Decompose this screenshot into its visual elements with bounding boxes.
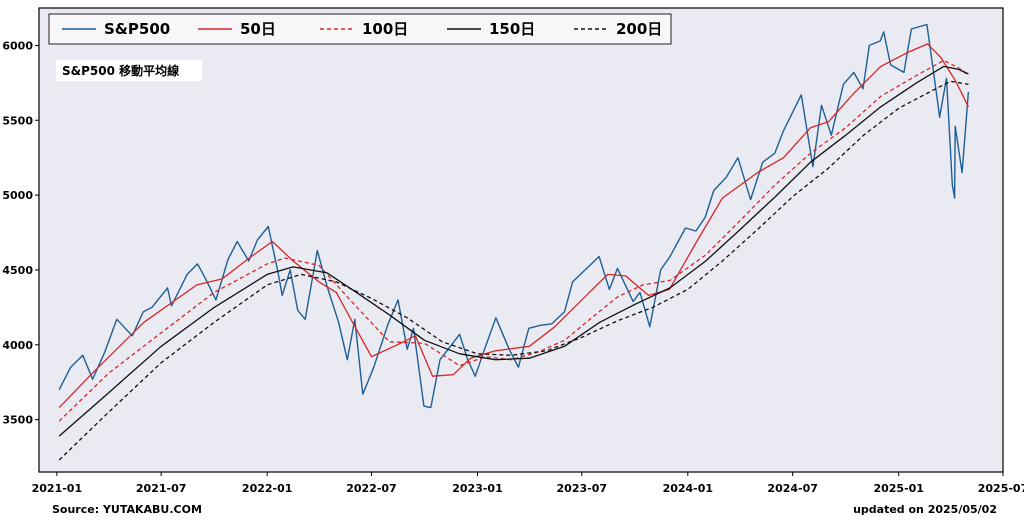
legend: S&P500 50日 100日 150日 200日 [48,13,672,45]
chart-title: S&P500 移動平均線 [62,63,179,78]
x-tick-label: 2023-01 [452,482,503,495]
legend-label-3: 150日 [489,20,535,38]
y-tick-label: 4500 [2,264,33,277]
source-label: Source: YUTAKABU.COM [52,503,202,516]
plot-area [38,7,1004,473]
y-tick-label: 5500 [2,114,33,127]
x-tick-label: 2024-07 [767,482,818,495]
x-tick-label: 2021-07 [136,482,187,495]
y-tick-label: 6000 [2,39,33,52]
legend-label-2: 100日 [362,20,408,38]
legend-label-4: 200日 [616,20,662,38]
y-axis: 3500 4000 4500 5000 5500 6000 [2,39,39,427]
series-line-2 [58,59,969,422]
series-layer [58,23,970,461]
x-axis: 2021-01 2021-07 2022-01 2022-07 2023-01 2023-… [32,472,1024,495]
legend-label-1: 50日 [240,20,276,38]
x-tick-label: 2025-01 [873,482,924,495]
y-tick-label: 3500 [2,414,33,427]
chart-title-background [56,60,202,81]
y-tick-label: 5000 [2,189,33,202]
series-line-4 [58,80,969,461]
series-line-1 [58,43,969,409]
x-tick-label: 2024-01 [663,482,714,495]
x-tick-label: 2022-07 [346,482,397,495]
x-tick-label: 2022-01 [242,482,293,495]
x-tick-label: 2023-07 [557,482,608,495]
legend-frame [48,13,672,45]
series-line-3 [58,65,969,437]
x-tick-label: 2025-07 [978,482,1024,495]
x-tick-label: 2021-01 [32,482,83,495]
chart-title-box: S&P500 移動平均線 [56,60,202,81]
legend-label-0: S&P500 [104,20,170,38]
updated-label: updated on 2025/05/02 [853,503,997,516]
y-tick-label: 4000 [2,339,33,352]
